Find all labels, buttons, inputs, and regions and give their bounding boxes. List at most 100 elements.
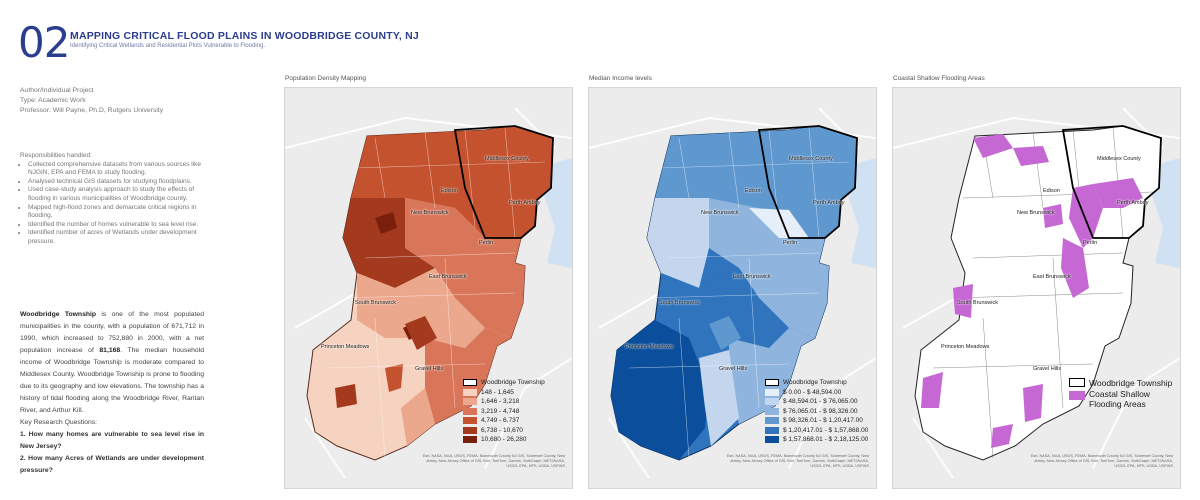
woodbridge-outline [453,125,554,239]
list-item: Used case-study analysis approach to stu… [28,186,210,203]
legend-swatch [765,417,779,425]
legend-label: 3,219 - 4,748 [481,407,520,415]
legend-row: $ 1,57,868.01 - $ 2,18,125.00 [765,435,868,445]
legend-swatch [463,436,477,444]
map-label-population: Population Density Mapping [285,75,366,82]
place-south-brunswick: South Brunswick [957,300,998,306]
list-item: Mapped high-flood zones and demarcate cr… [28,204,210,221]
question-2: 2. How many Acres of Wetlands are under … [20,455,204,474]
legend-title: Woodbridge Township [1089,377,1173,388]
place-perth-amboy: Perth Amboy [1117,200,1149,206]
place-edison: Edison [1043,188,1060,194]
legend-swatch [765,407,779,415]
list-item: Identified the number of homes vulnerabl… [28,221,210,230]
region-edison-low [749,208,809,238]
legend-row: 3,219 - 4,748 [463,407,545,417]
place-gravel-hills: Gravel Hills [415,366,444,372]
legend-row: $ 48,594.01 - $ 76,065.00 [765,397,868,407]
region-north [351,126,553,238]
region-east [709,198,829,338]
legend-swatch-boundary [1069,378,1085,387]
legend-label: Coastal Shallow Flooding Areas [1089,389,1150,409]
legend-label: $ 76,065.01 - $ 98,326.00 [783,407,858,415]
legend-row: 1,646 - 3,218 [463,397,545,407]
region-dense-3 [375,212,397,234]
legend-label: $ 1,57,868.01 - $ 2,18,125.00 [783,436,869,444]
place-edison: Edison [745,188,762,194]
place-middlesex: Middlesex County [789,156,833,162]
list-item: Collected comprehensive datasets from va… [28,161,210,178]
responsibilities-heading: Responsibilities handled: [20,152,92,159]
region-dense-2 [405,316,437,350]
region-east [405,198,525,338]
project-number: 02 [18,18,70,67]
region-south [401,388,435,446]
region-south-east [729,328,815,424]
legend-swatch [765,426,779,434]
tract-lines [628,127,850,459]
legend-row: 10,680 - 26,280 [463,435,545,445]
description-increase: 81,168 [99,347,121,354]
responsibilities-list: Collected comprehensive datasets from va… [20,161,210,247]
population-density-map[interactable]: Middlesex County Edison New Brunswick Pe… [284,87,573,489]
place-gravel-hills: Gravel Hills [719,366,748,372]
map-label-income: Median Income levels [589,75,652,82]
woodbridge-outline [757,125,858,239]
legend-swatch [1069,391,1085,400]
place-perth-amboy: Perth Amboy [813,200,845,206]
legend-row: 148 - 1,645 [463,388,545,398]
place-perlin: Perlin [1083,240,1098,246]
region-dense-5 [335,384,357,408]
region-central [357,268,485,348]
region-north [655,126,857,238]
legend-swatch [463,398,477,406]
flooding-map-svg [893,107,1180,479]
population-legend: Woodbridge Township 148 - 1,645 1,646 - … [463,378,545,445]
page-subtitle: Identifying Critical Wetlands and Reside… [70,43,266,49]
legend-row: Woodbridge Township [765,378,868,388]
place-east-brunswick: East Brunswick [1033,274,1071,280]
place-gravel-hills: Gravel Hills [1033,366,1062,372]
legend-row: $ 98,326.01 - $ 1,20,417.00 [765,416,868,426]
legend-label: 4,749 - 6,737 [481,417,520,425]
region-south-east [425,328,511,424]
description-body-1: is one of the most populated municipalit… [20,311,204,354]
list-item: Analysed technical GIS datasets for stud… [28,178,210,187]
legend-row: Woodbridge Township [463,378,545,388]
legend-swatch [765,436,779,444]
flooding-legend: Woodbridge Township Coastal Shallow Floo… [1069,376,1172,409]
place-south-brunswick: South Brunswick [355,300,396,306]
region-central [661,268,789,348]
region-south [699,350,739,446]
map-attribution: Esri, NASA, NGA, USGS, FEMA, Monmouth Co… [1030,454,1173,468]
question-1: 1. How many homes are vulnerable to sea … [20,431,204,450]
place-east-brunswick: East Brunswick [733,274,771,280]
tract-lines [324,127,546,459]
income-map[interactable]: Middlesex County Edison New Brunswick Pe… [588,87,877,489]
legend-label: 148 - 1,645 [481,388,514,396]
legend-swatch [463,417,477,425]
legend-label: $ 98,326.01 - $ 1,20,417.00 [783,417,863,425]
project-meta: Author/Individual Project Type: Academic… [20,86,163,116]
legend-swatch [463,426,477,434]
legend-swatch [765,398,779,406]
legend-row: Woodbridge Township [1069,376,1172,389]
place-perlin: Perlin [479,240,494,246]
flooding-map[interactable]: Middlesex County Edison New Brunswick Pe… [892,87,1181,489]
place-perth-amboy: Perth Amboy [509,200,541,206]
description-lead: Woodbridge Township [20,311,97,318]
place-middlesex: Middlesex County [485,156,529,162]
map-label-flooding: Coastal Shallow Flooding Areas [893,75,985,82]
map-attribution: Esri, NASA, NGA, USGS, FEMA, Monmouth Co… [422,454,565,468]
legend-swatch-boundary [463,379,477,387]
legend-label: $ 0.00 - $ 48,594.00 [783,388,842,396]
place-new-brunswick: New Brunswick [1017,210,1055,216]
questions-heading: Key Research Questions: [20,419,98,426]
legend-swatch [463,388,477,396]
legend-label: $ 1,20,417.01 - $ 1,57,868.00 [783,426,869,434]
legend-row: 6,738 - 10,670 [463,426,545,436]
legend-swatch [765,388,779,396]
woodbridge-outline [1061,125,1162,239]
region-new-brunswick [343,198,435,288]
place-east-brunswick: East Brunswick [429,274,467,280]
